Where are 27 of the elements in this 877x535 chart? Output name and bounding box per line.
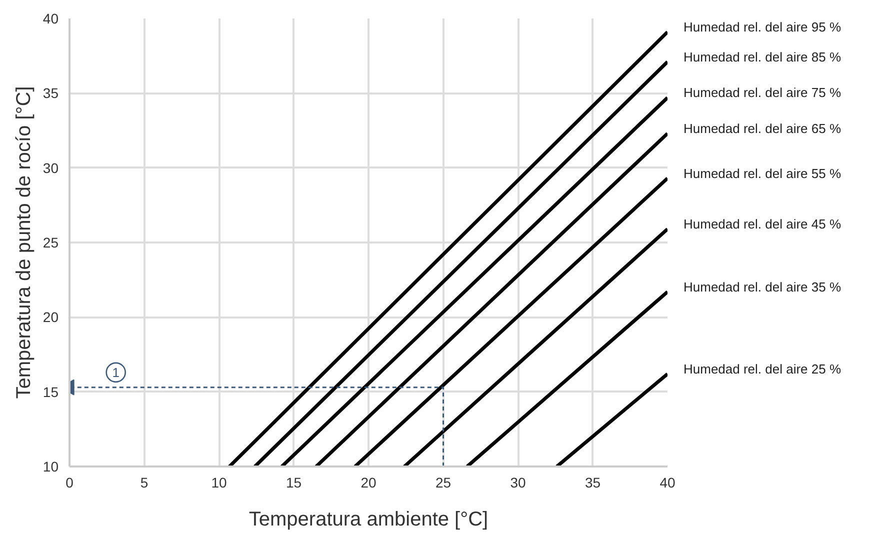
x-tick-label: 20	[360, 474, 376, 490]
y-tick-label: 40	[42, 10, 59, 26]
y-tick-label: 20	[42, 309, 59, 326]
x-tick-label: 5	[140, 474, 148, 490]
y-tick-label: 15	[42, 384, 59, 400]
annotation: 1	[112, 364, 120, 380]
series-label: Humedad rel. del aire 75 %	[684, 85, 842, 100]
y-axis-title: Temperatura de punto de rocío [°C]	[12, 86, 35, 399]
x-tick-label: 30	[510, 474, 526, 490]
series-label: Humedad rel. del aire 65 %	[684, 120, 842, 136]
series-label: Humedad rel. del aire 85 %	[684, 49, 842, 64]
y-tick-label: 35	[42, 85, 59, 102]
series-label: Humedad rel. del aire 95 %	[684, 19, 842, 34]
y-tick-label: 25	[42, 234, 59, 250]
y-tick-label: 10	[42, 458, 59, 474]
x-tick-label: 25	[435, 474, 452, 490]
y-tick-label: 30	[42, 160, 59, 176]
series-label: Humedad rel. del aire 55 %	[684, 166, 842, 181]
x-tick-label: 0	[66, 474, 74, 490]
x-tick-label: 15	[286, 474, 302, 490]
series-label: Humedad rel. del aire 35 %	[684, 279, 842, 294]
x-tick-label: 10	[211, 474, 227, 490]
series-label: Humedad rel. del aire 25 %	[684, 361, 842, 376]
x-tick-label: 40	[660, 474, 676, 490]
series-label: Humedad rel. del aire 45 %	[684, 216, 842, 232]
x-axis-title: Temperatura ambiente [°C]	[248, 508, 488, 530]
x-tick-label: 35	[584, 474, 601, 490]
